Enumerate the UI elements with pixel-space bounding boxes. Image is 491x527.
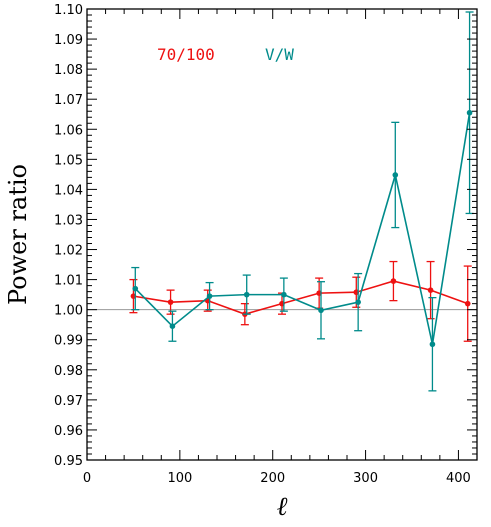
y-tick-label: 1.09 (54, 33, 83, 48)
y-tick-label: 0.97 (54, 394, 83, 409)
data-point (318, 307, 324, 314)
y-tick-label: 1.01 (54, 274, 83, 289)
y-tick-label: 1.02 (54, 244, 83, 259)
x-tick-label: 300 (353, 471, 378, 486)
y-tick-label: 1.00 (54, 304, 83, 319)
x-tick-label: 0 (83, 471, 91, 486)
y-tick-label: 1.07 (54, 93, 83, 108)
tick-layer (86, 8, 478, 461)
x-tick-label: 100 (167, 471, 192, 486)
series-v-w (131, 11, 474, 392)
series-70-100 (129, 260, 472, 342)
data-point (392, 172, 399, 178)
data-point (169, 323, 176, 330)
data-point (427, 287, 434, 293)
data-point (243, 291, 250, 298)
y-tick-label: 0.99 (54, 334, 83, 349)
y-tick-label: 1.10 (54, 3, 83, 18)
data-point (206, 293, 213, 299)
y-tick-label: 0.95 (54, 454, 83, 469)
tick-label-layer: 0 100 200 300 400 0.95 0.96 0.97 0.98 0.99 1.00 1.0… (54, 3, 471, 486)
data-point (132, 285, 139, 292)
data-point (355, 299, 361, 305)
data-point (390, 278, 397, 284)
y-tick-label: 1.06 (54, 123, 83, 138)
y-tick-label: 1.05 (54, 153, 83, 168)
y-tick-label: 1.04 (54, 183, 83, 198)
y-axis-label: Power ratio (4, 164, 32, 305)
series-line (134, 112, 471, 345)
data-point (167, 299, 174, 305)
legend-entry-70-100: 70/100 (157, 45, 215, 64)
y-tick-label: 1.08 (54, 63, 83, 78)
x-axis-label: ℓ (277, 492, 288, 522)
data-point (429, 341, 436, 348)
series-layer (129, 11, 474, 392)
series-line (133, 280, 468, 316)
data-point (281, 291, 287, 298)
y-tick-label: 0.98 (54, 364, 83, 379)
x-tick-label: 200 (260, 471, 285, 486)
data-point (464, 300, 471, 307)
y-tick-label: 1.03 (54, 213, 83, 228)
plot-frame (86, 8, 478, 461)
legend-entry-v-w: V/W (265, 45, 294, 64)
data-point (466, 109, 473, 116)
y-tick-label: 0.96 (54, 424, 83, 439)
x-tick-label: 400 (446, 471, 471, 486)
